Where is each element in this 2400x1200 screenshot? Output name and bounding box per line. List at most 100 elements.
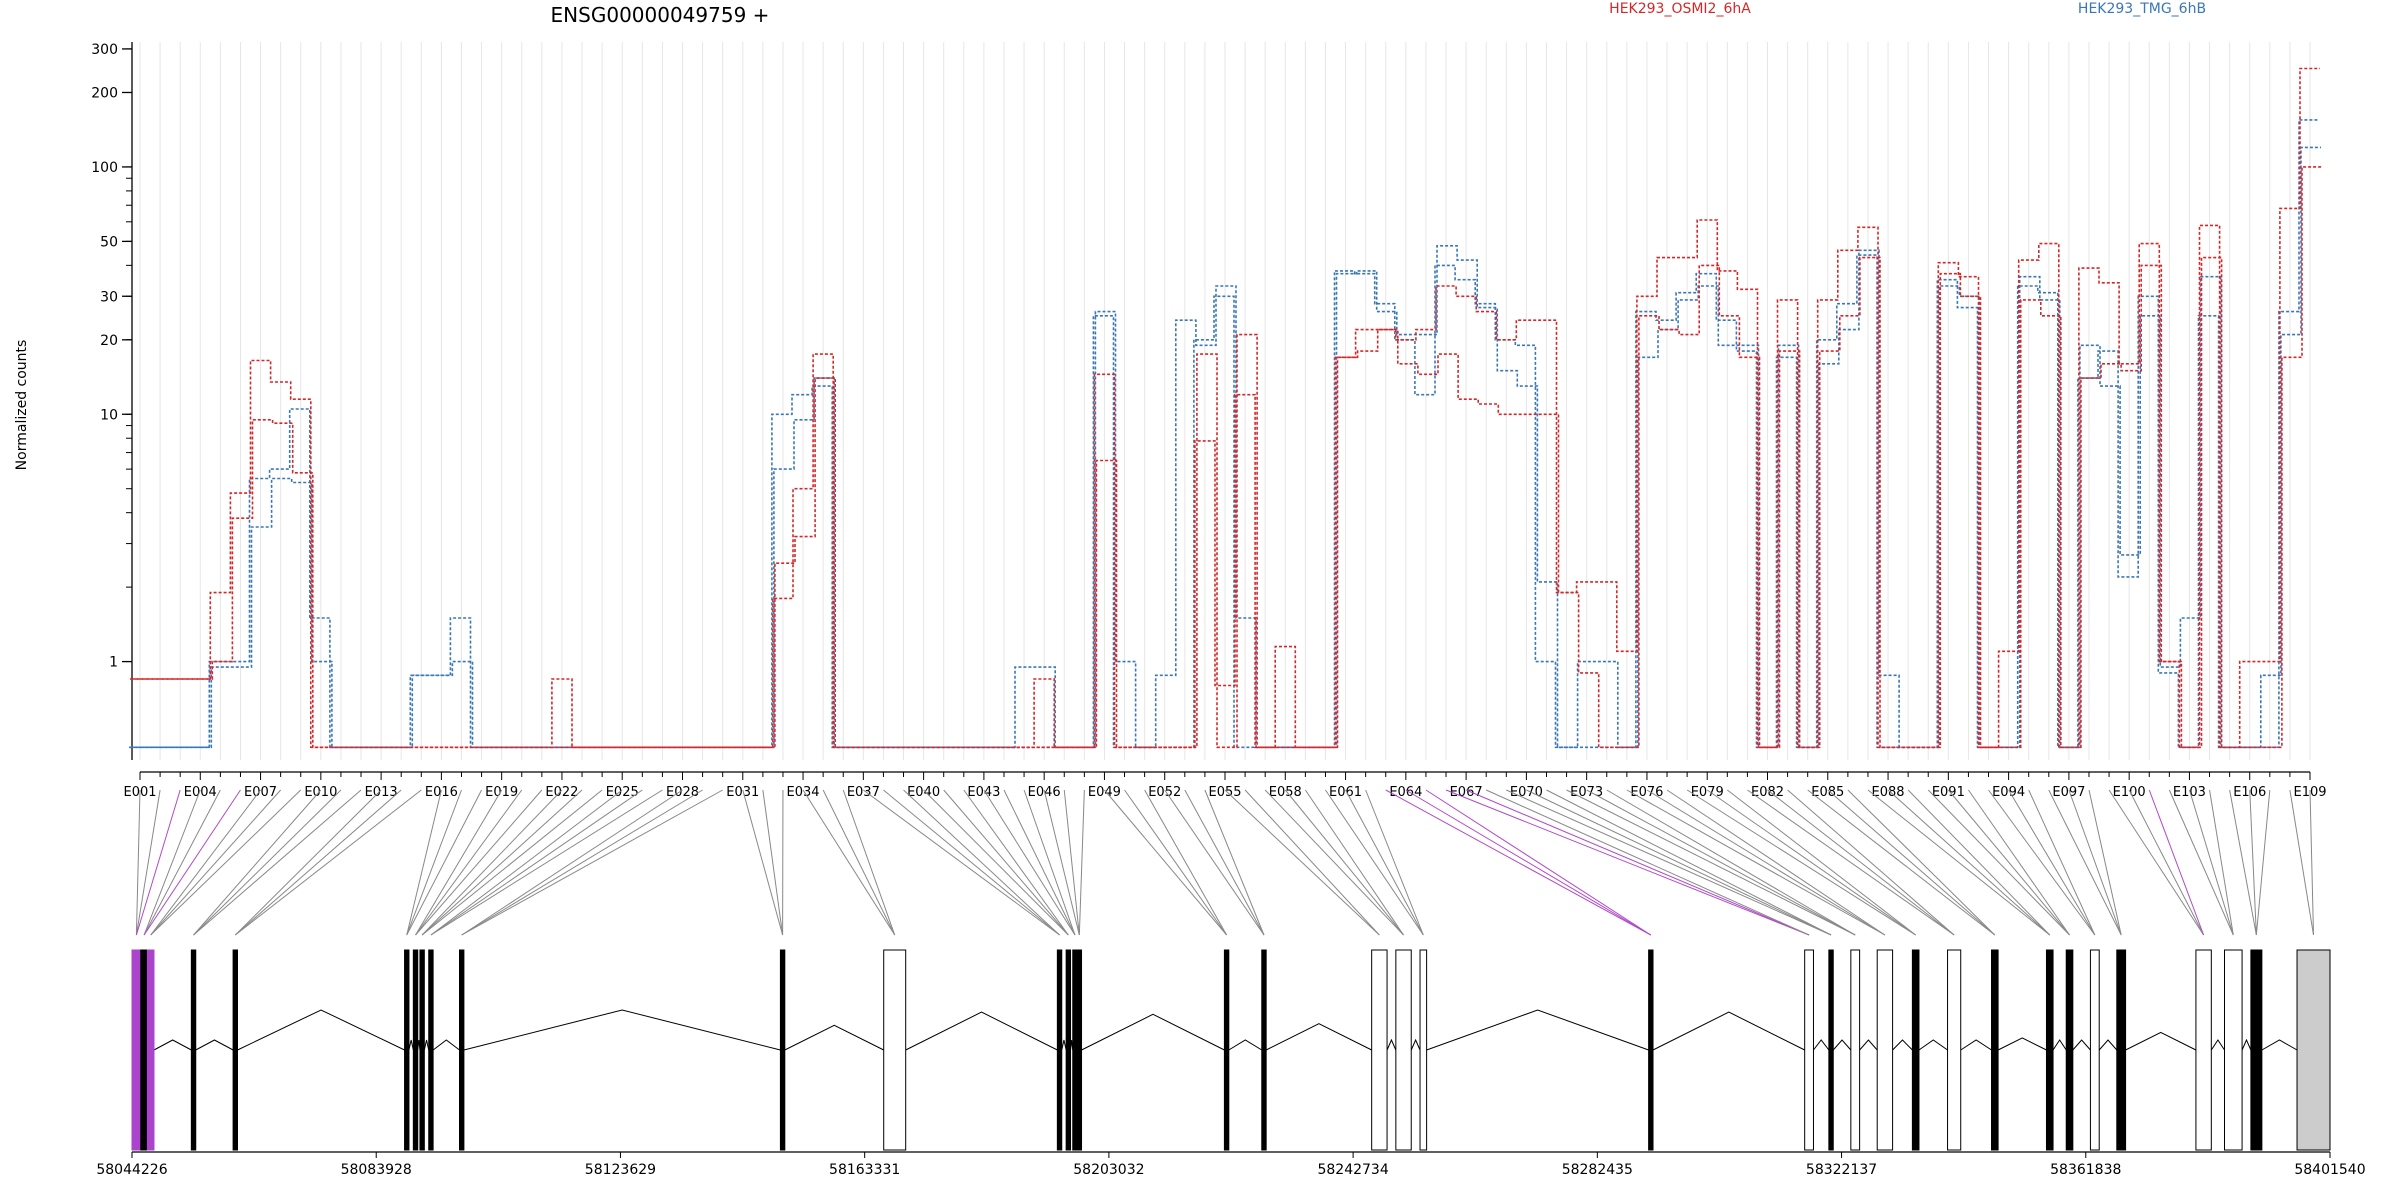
intron-line [153, 1039, 192, 1051]
exon-block [2065, 949, 2074, 1151]
exon-block [779, 949, 786, 1151]
intron-line [463, 1009, 781, 1051]
exon-connector [421, 789, 563, 936]
exon-connector [421, 789, 603, 936]
genome-tick-label: 58083928 [341, 1162, 412, 1178]
exon-connector [1706, 789, 1916, 936]
intron-line [195, 1039, 234, 1051]
y-tick-label: 300 [91, 42, 118, 58]
intron-line [1652, 1011, 1805, 1051]
exon-label: E025 [606, 785, 639, 800]
exon-connector [1747, 789, 1955, 936]
genome-coordinate-axis: 58044226 58083928 58123629 58163331 58203032… [96, 1151, 2366, 1178]
x-axis-exons: E001 E004 E007 E010 E013 E016 E019 E022 E025 E028… [123, 771, 2327, 800]
genome-tick-label: 58242734 [1317, 1162, 1388, 1178]
exon-connector [1968, 789, 2070, 936]
exon-connector [2255, 789, 2271, 936]
plot-gridlines [139, 42, 2311, 760]
exon-connector [1787, 789, 1955, 936]
exon-block [2045, 949, 2054, 1151]
intron-line [2261, 1039, 2298, 1051]
exon-connector [1224, 789, 1380, 936]
exon-connector [234, 789, 422, 936]
exon-connector [2289, 789, 2315, 936]
exon-block [1419, 949, 1428, 1151]
exon-connector [842, 789, 896, 936]
intron-line [1265, 1023, 1372, 1051]
exon-connector [1566, 789, 1856, 936]
series-line-tmg-6hb-rep1 [131, 146, 2321, 749]
y-tick-label: 30 [100, 289, 118, 305]
genome-tick-label: 58163331 [829, 1162, 900, 1178]
exon-connector [150, 789, 261, 936]
exon-block [1804, 949, 1814, 1151]
exon-connector [1485, 789, 1810, 936]
exon-connector [1767, 789, 1955, 936]
exon-connector [1646, 789, 1886, 936]
exon-block [459, 949, 465, 1151]
exon-block [1648, 949, 1654, 1151]
exon-connector [421, 789, 583, 936]
intron-line [784, 1024, 884, 1051]
exon-connector [143, 789, 221, 936]
exon-label: E037 [847, 785, 880, 800]
exon-connector [2148, 789, 2205, 936]
exon-connector [1626, 789, 1886, 936]
exon-label: E082 [1751, 785, 1784, 800]
exon-connector [430, 789, 663, 936]
exon-connector [1043, 789, 1080, 936]
intron-line [1426, 1009, 1649, 1051]
exon-connector [415, 789, 523, 936]
intron-line [2072, 1039, 2091, 1051]
exon-connector [1887, 789, 2051, 936]
exon-connector [406, 789, 483, 936]
intron-line [1859, 1039, 1878, 1051]
exon-label: E058 [1269, 785, 1302, 800]
exon-connector [1365, 789, 1424, 936]
exon-connector [1164, 789, 1265, 936]
exon-connector [963, 789, 1069, 936]
intron-line [1892, 1039, 1913, 1051]
exon-connector [1526, 789, 1832, 936]
exon-connector [2209, 789, 2234, 936]
exon-connector [802, 789, 896, 936]
exon-connector [2028, 789, 2096, 936]
exon-label: E088 [1872, 785, 1905, 800]
exon-connector [883, 789, 1060, 936]
exon-connector [1686, 789, 1916, 936]
exon-connector [193, 789, 322, 936]
exon-connector [1124, 789, 1228, 936]
exon-block [2250, 949, 2263, 1151]
exon-block [2195, 949, 2212, 1151]
gene-model-track [131, 949, 2331, 1151]
exon-label: E004 [184, 785, 217, 800]
exon-connector [234, 789, 382, 936]
exon-connector [742, 789, 784, 936]
exon-block [2223, 949, 2243, 1151]
exon-label: E094 [1992, 785, 2025, 800]
exon-connector [1078, 789, 1085, 936]
exon-label: E019 [485, 785, 518, 800]
y-tick-label: 50 [100, 234, 118, 250]
exon-connector [2229, 789, 2257, 936]
intron-line [1960, 1039, 1992, 1051]
exon-connector-lines [135, 789, 2315, 936]
y-axis-label: Normalized counts [14, 340, 30, 471]
exon-block [2116, 949, 2127, 1151]
exon-block [2089, 949, 2100, 1151]
exon-label: E007 [244, 785, 277, 800]
exon-connector [1304, 789, 1404, 936]
genome-tick-label: 58282435 [1562, 1162, 1633, 1178]
exon-block [1395, 949, 1412, 1151]
exon-block [131, 949, 142, 1151]
exon-connector [143, 789, 241, 936]
exon-connector [1104, 789, 1227, 936]
intron-line [1081, 1013, 1225, 1051]
exon-connector [1425, 789, 1652, 936]
exon-connector [1465, 789, 1810, 936]
exon-connector [1284, 789, 1404, 936]
exon-block [1850, 949, 1861, 1151]
exon-connector [2068, 789, 2122, 936]
exon-connector [234, 789, 402, 936]
